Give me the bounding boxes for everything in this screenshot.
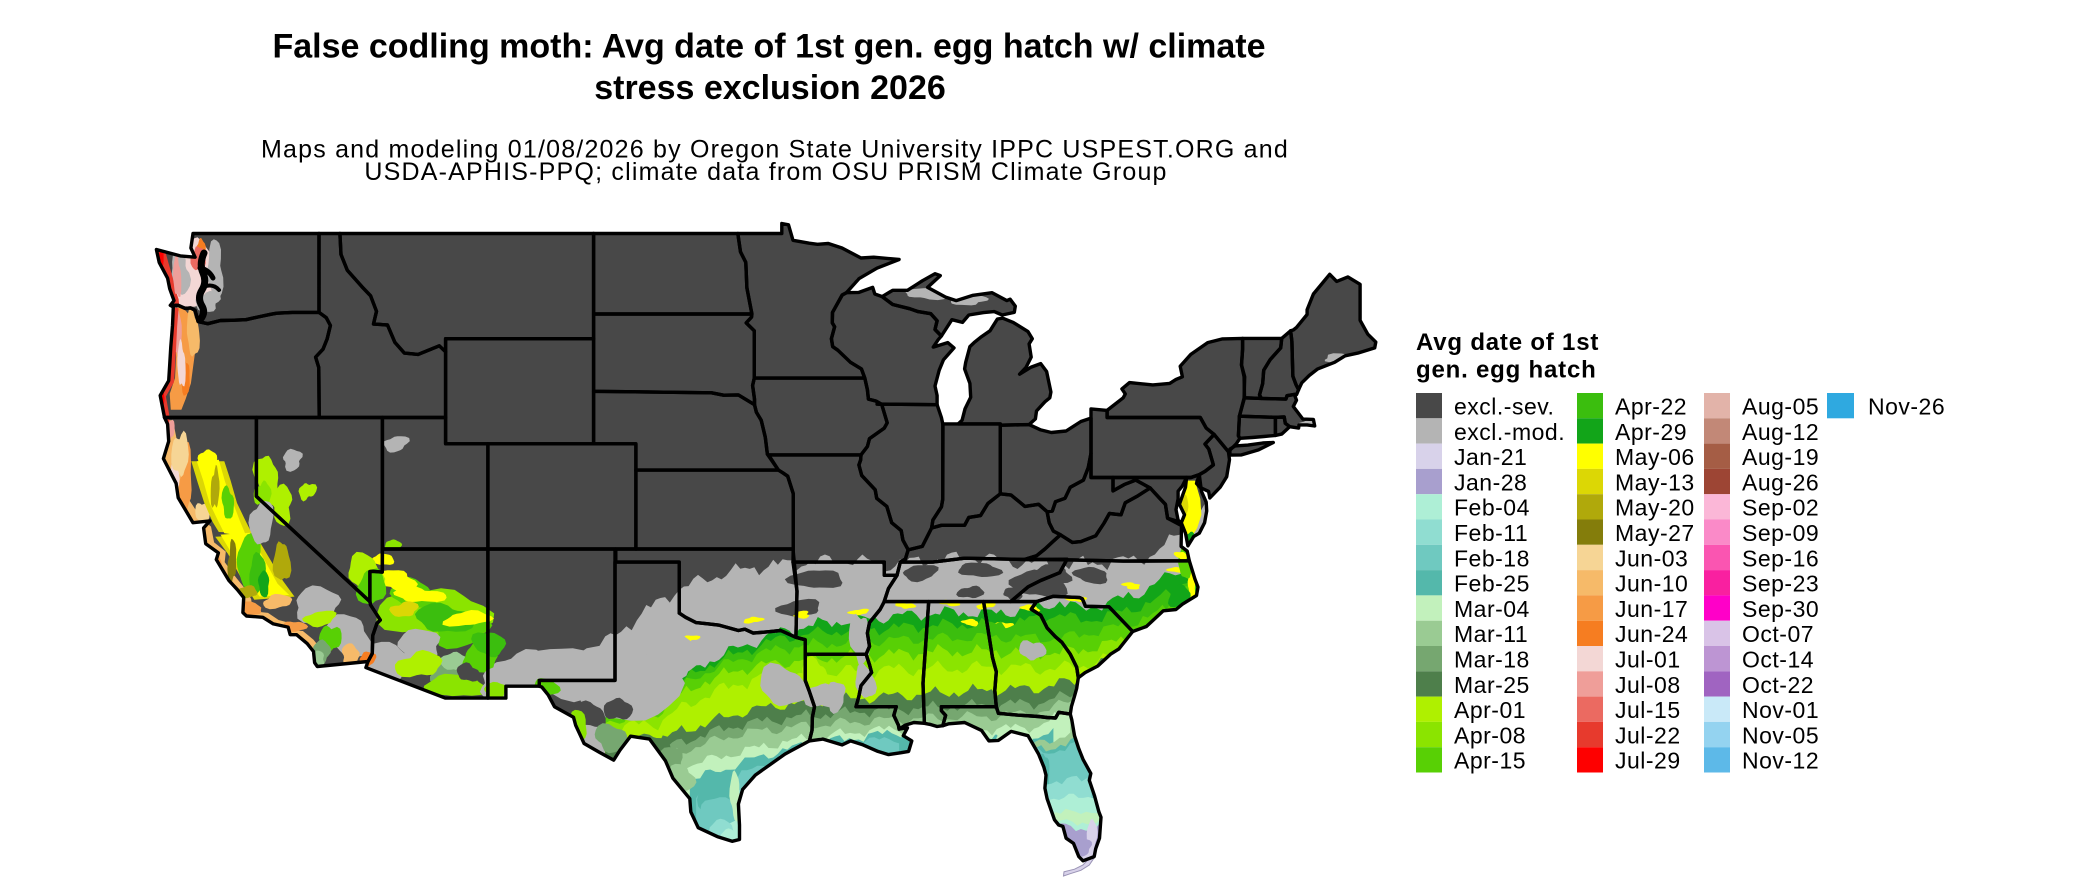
svg-text:May-06: May-06 (1615, 444, 1695, 470)
svg-text:Feb-18: Feb-18 (1454, 545, 1530, 571)
svg-text:Jul-01: Jul-01 (1615, 647, 1681, 673)
svg-text:excl.-sev.: excl.-sev. (1454, 394, 1554, 420)
svg-text:Nov-12: Nov-12 (1742, 748, 1819, 774)
svg-text:Jan-21: Jan-21 (1454, 444, 1527, 470)
svg-text:Mar-18: Mar-18 (1454, 647, 1530, 673)
svg-text:Jun-03: Jun-03 (1615, 545, 1688, 571)
svg-text:Jul-22: Jul-22 (1615, 722, 1681, 748)
svg-text:Apr-22: Apr-22 (1615, 394, 1687, 420)
svg-text:Nov-05: Nov-05 (1742, 722, 1819, 748)
svg-text:Sep-09: Sep-09 (1742, 520, 1819, 546)
svg-text:Mar-25: Mar-25 (1454, 672, 1530, 698)
svg-text:Apr-08: Apr-08 (1454, 722, 1526, 748)
svg-text:Feb-11: Feb-11 (1454, 520, 1528, 546)
svg-text:gen. egg hatch: gen. egg hatch (1416, 357, 1597, 384)
svg-text:Aug-19: Aug-19 (1742, 444, 1819, 470)
svg-text:False codling moth: Avg date o: False codling moth: Avg date of 1st gen.… (272, 28, 1265, 66)
svg-text:USDA-APHIS-PPQ; climate data f: USDA-APHIS-PPQ; climate data from OSU PR… (364, 158, 1167, 186)
svg-text:Feb-25: Feb-25 (1454, 571, 1530, 597)
svg-text:May-13: May-13 (1615, 469, 1695, 495)
svg-text:Avg date of 1st: Avg date of 1st (1416, 329, 1599, 356)
svg-text:Maps and modeling 01/08/2026 b: Maps and modeling 01/08/2026 by Oregon S… (261, 136, 1289, 164)
svg-text:Aug-05: Aug-05 (1742, 394, 1819, 420)
svg-text:Sep-16: Sep-16 (1742, 545, 1819, 571)
svg-text:Oct-14: Oct-14 (1742, 647, 1814, 673)
svg-text:Jan-28: Jan-28 (1454, 469, 1527, 495)
svg-text:Aug-12: Aug-12 (1742, 419, 1819, 445)
svg-text:Oct-07: Oct-07 (1742, 621, 1814, 647)
svg-text:Jul-15: Jul-15 (1615, 697, 1681, 723)
svg-text:Jun-24: Jun-24 (1615, 621, 1688, 647)
svg-text:Jun-10: Jun-10 (1615, 571, 1688, 597)
svg-text:Jun-17: Jun-17 (1615, 596, 1688, 622)
svg-text:Feb-04: Feb-04 (1454, 495, 1530, 521)
svg-text:Apr-01: Apr-01 (1454, 697, 1526, 723)
svg-text:Apr-15: Apr-15 (1454, 748, 1526, 774)
svg-text:Sep-30: Sep-30 (1742, 596, 1819, 622)
svg-text:Jul-08: Jul-08 (1615, 672, 1681, 698)
svg-text:Sep-02: Sep-02 (1742, 495, 1819, 521)
svg-text:Apr-29: Apr-29 (1615, 419, 1687, 445)
svg-text:Mar-04: Mar-04 (1454, 596, 1530, 622)
svg-text:Oct-22: Oct-22 (1742, 672, 1814, 698)
svg-text:Aug-26: Aug-26 (1742, 469, 1819, 495)
svg-text:May-20: May-20 (1615, 495, 1695, 521)
svg-text:Nov-26: Nov-26 (1868, 394, 1945, 420)
svg-text:Nov-01: Nov-01 (1742, 697, 1819, 723)
svg-text:Sep-23: Sep-23 (1742, 571, 1819, 597)
svg-text:Mar-11: Mar-11 (1454, 621, 1528, 647)
svg-text:Jul-29: Jul-29 (1615, 748, 1681, 774)
svg-text:stress exclusion 2026: stress exclusion 2026 (594, 69, 946, 107)
svg-text:May-27: May-27 (1615, 520, 1695, 546)
svg-text:excl.-mod.: excl.-mod. (1454, 419, 1565, 445)
